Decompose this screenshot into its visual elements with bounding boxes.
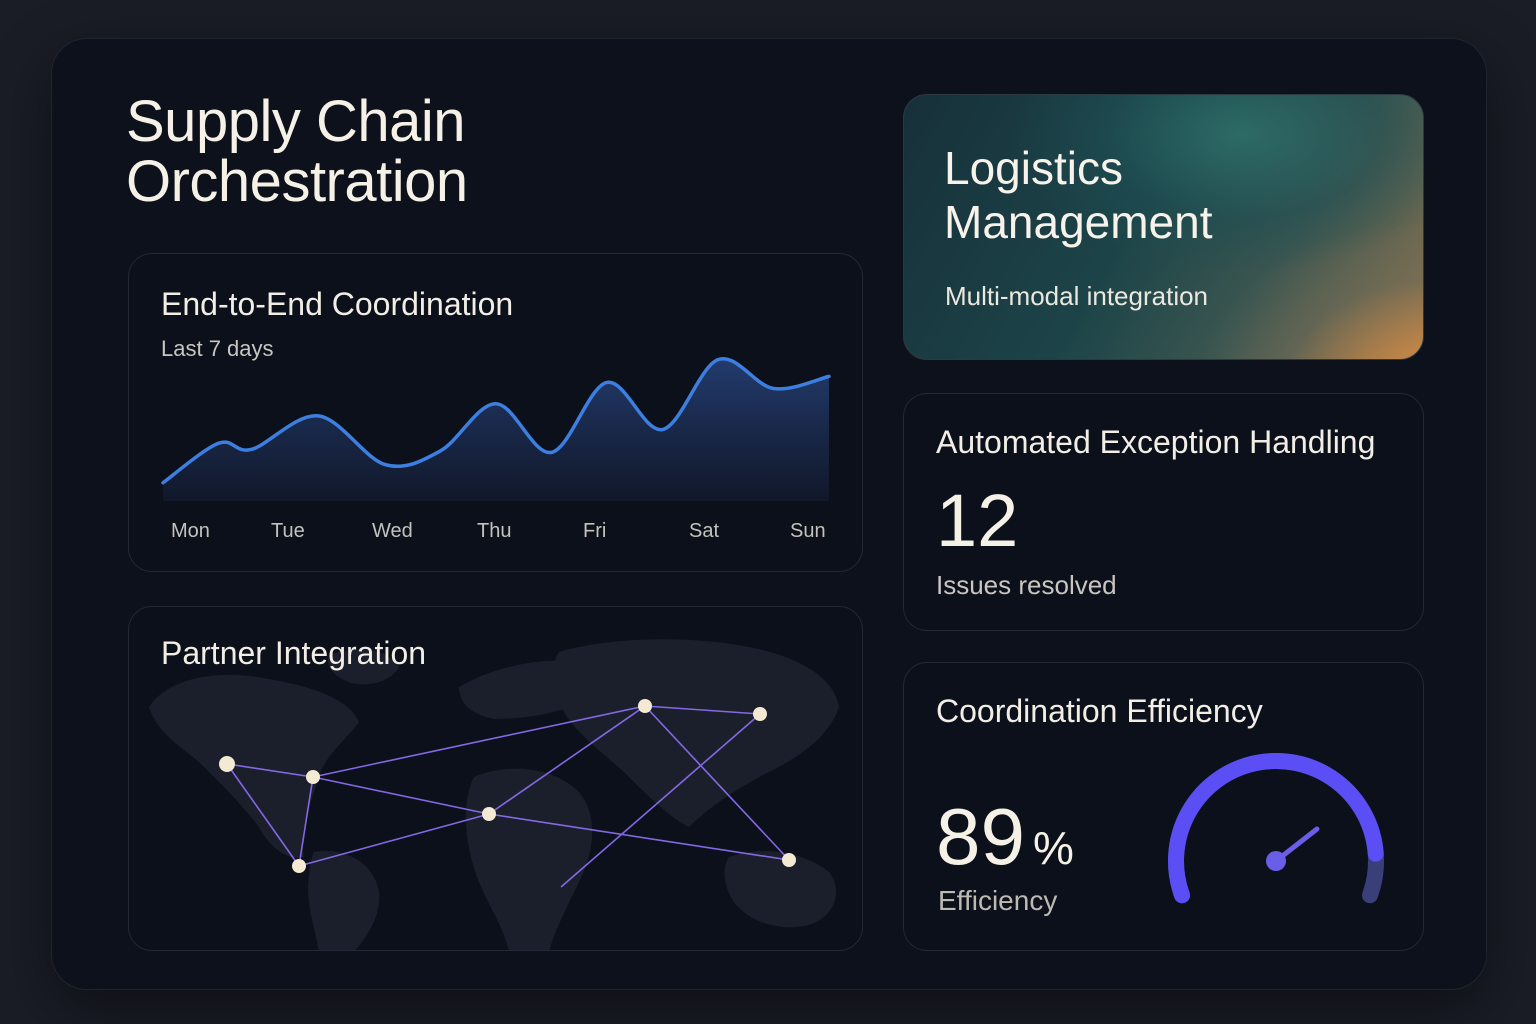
edge-n1-n2 — [226, 763, 314, 778]
edge-n4-n7 — [488, 813, 790, 861]
continent-asia — [553, 639, 839, 827]
chart-line — [161, 357, 831, 485]
coordination-title: End-to-End Coordination — [161, 286, 514, 322]
x-tick-fri: Fri — [583, 520, 607, 542]
exception-title: Automated Exception Handling — [936, 424, 1376, 460]
gauge-fill — [1168, 753, 1384, 904]
efficiency-card[interactable]: Coordination Efficiency 89% Efficiency — [903, 662, 1424, 951]
x-tick-thu: Thu — [477, 520, 512, 542]
coordination-subtitle: Last 7 days — [161, 336, 274, 361]
coordination-card[interactable]: End-to-End Coordination Last 7 days Mon T… — [128, 253, 863, 572]
world-map-silhouette — [149, 639, 839, 950]
edge-n1-n3 — [226, 763, 300, 867]
efficiency-number: 89 — [936, 792, 1025, 881]
gauge-hub — [1266, 851, 1286, 871]
partner-node-central[interactable] — [292, 859, 306, 873]
edge-n2-n5 — [312, 705, 646, 778]
x-tick-tue: Tue — [271, 520, 305, 542]
partner-node-atlantic[interactable] — [482, 807, 496, 821]
logistics-card[interactable]: Logistics Management Multi-modal integra… — [903, 94, 1424, 360]
x-tick-wed: Wed — [372, 520, 413, 542]
efficiency-unit: % — [1032, 822, 1074, 874]
edge-n4-n5 — [488, 705, 646, 815]
exception-count: 12 — [936, 479, 1019, 562]
partner-node-west-coast[interactable] — [219, 756, 235, 772]
continent-north-america — [149, 674, 359, 858]
efficiency-value: 89% — [936, 791, 1074, 883]
chart-area — [163, 358, 829, 501]
exception-card[interactable]: Automated Exception Handling 12 Issues r… — [903, 393, 1424, 631]
x-tick-sun: Sun — [790, 520, 826, 542]
page-title-line2: Orchestration — [126, 149, 468, 214]
x-tick-sat: Sat — [689, 520, 720, 542]
partner-node-east-asia[interactable] — [753, 707, 767, 721]
partner-node-europe[interactable] — [638, 699, 652, 713]
continent-south-america — [308, 851, 380, 950]
edge-n2-n3 — [298, 776, 314, 867]
network-edges — [226, 705, 790, 888]
edge-n5-n6 — [644, 705, 761, 715]
continent-africa — [465, 768, 593, 950]
efficiency-gauge — [1168, 753, 1384, 904]
network-nodes — [219, 699, 796, 873]
coordination-chart — [161, 357, 831, 501]
partner-title: Partner Integration — [161, 635, 427, 671]
continent-australia — [724, 851, 837, 928]
logistics-title-line2: Management — [944, 196, 1213, 248]
x-tick-mon: Mon — [171, 520, 210, 542]
efficiency-title: Coordination Efficiency — [936, 693, 1263, 729]
page-title: Supply Chain Orchestration — [126, 92, 826, 212]
partner-card[interactable]: Partner Integration — [128, 606, 863, 951]
efficiency-caption: Efficiency — [938, 885, 1058, 916]
logistics-title-line1: Logistics — [944, 142, 1123, 194]
partner-node-midwest[interactable] — [306, 770, 320, 784]
partner-node-southeast-asia[interactable] — [782, 853, 796, 867]
exception-caption: Issues resolved — [936, 570, 1117, 600]
edge-n5-n7 — [644, 705, 790, 861]
edge-n2-n4 — [312, 776, 490, 815]
edge-n3-n4 — [298, 813, 490, 867]
continent-greenland — [328, 649, 399, 685]
page-title-line1: Supply Chain — [126, 89, 466, 154]
logistics-title: Logistics Management — [944, 141, 1344, 249]
partner-network-map — [149, 639, 839, 950]
logistics-subtitle: Multi-modal integration — [945, 281, 1209, 311]
edge-n6-route — [560, 713, 761, 888]
